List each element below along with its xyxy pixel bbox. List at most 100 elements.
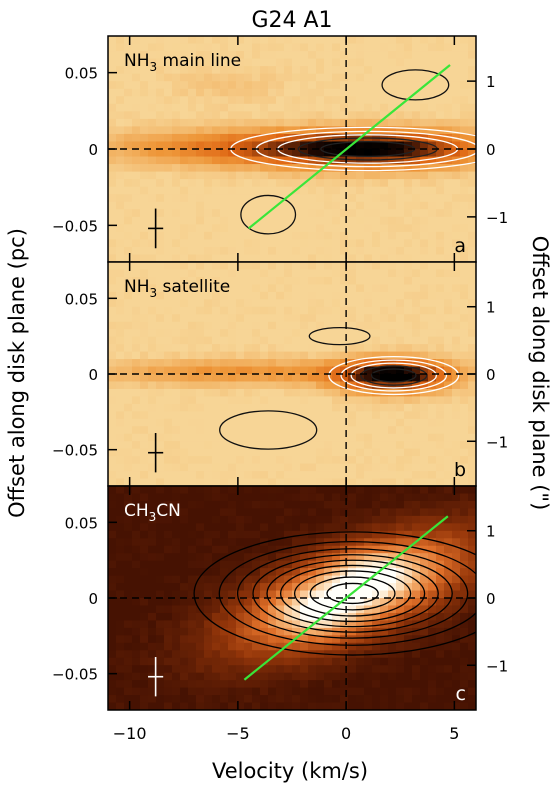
heatmap-cell (196, 276, 205, 285)
heatmap-cell (340, 96, 349, 105)
heatmap-cell (340, 58, 349, 67)
heatmap-cell (348, 530, 357, 539)
heatmap-cell (388, 672, 397, 681)
heatmap-cell (468, 620, 476, 629)
heatmap-cell (108, 118, 117, 127)
heatmap-cell (468, 344, 476, 353)
heatmap-cell (164, 186, 173, 195)
heatmap-cell (220, 680, 229, 689)
heatmap-cell (124, 344, 133, 353)
heatmap-cell (324, 284, 333, 293)
y-tick-label-pc: −0.05 (52, 666, 98, 684)
heatmap-cell (188, 396, 197, 405)
heatmap-cell (404, 126, 413, 135)
heatmap-cell (164, 179, 173, 188)
heatmap-cell (324, 448, 333, 457)
heatmap-cell (388, 545, 397, 554)
heatmap-cell (260, 216, 269, 225)
heatmap-cell (164, 133, 173, 143)
heatmap-cell (132, 538, 141, 547)
heatmap-cell (324, 702, 333, 710)
heatmap-cell (364, 321, 373, 330)
heatmap-cell (460, 81, 469, 90)
contour (370, 368, 417, 383)
heatmap-cell (268, 201, 277, 210)
heatmap-cell (300, 598, 309, 607)
heatmap-cell (276, 471, 285, 480)
heatmap-cell (460, 254, 469, 262)
heatmap-cell (404, 672, 413, 681)
heatmap-cell (196, 306, 205, 315)
heatmap-cell (156, 216, 165, 225)
heatmap-cell (460, 96, 469, 105)
heatmap-cell (236, 231, 245, 240)
heatmap-cell (268, 156, 277, 165)
heatmap-cell (156, 456, 165, 465)
heatmap-cell (180, 299, 189, 308)
heatmap-cell (444, 336, 453, 345)
heatmap-cell (332, 657, 341, 666)
heatmap-cell (212, 635, 221, 644)
heatmap-cell (372, 433, 381, 442)
heatmap-cell (116, 179, 125, 188)
heatmap-cell (452, 627, 461, 636)
heatmap-cell (436, 186, 445, 195)
heatmap-cell (404, 403, 413, 412)
heatmap-cell (260, 284, 269, 293)
heatmap-cell (284, 366, 293, 375)
heatmap-cell (292, 58, 301, 67)
heatmap-cell (188, 314, 197, 323)
heatmap-cell (380, 665, 389, 674)
heatmap-cell (172, 523, 181, 532)
heatmap-cell (300, 403, 309, 412)
heatmap-cell (460, 605, 469, 614)
heatmap-cell (436, 254, 445, 262)
heatmap-cell (156, 111, 165, 120)
heatmap-cell (348, 471, 357, 480)
heatmap-cell (140, 411, 149, 420)
heatmap-cell (172, 269, 181, 278)
heatmap-cell (204, 254, 213, 262)
heatmap-cell (268, 486, 277, 495)
heatmap-cell (308, 448, 317, 457)
heatmap-cell (396, 374, 405, 383)
heatmap-cell (260, 186, 269, 195)
heatmap-cell (292, 329, 301, 338)
heatmap-cell (196, 43, 205, 52)
heatmap-cell (388, 81, 397, 90)
heatmap-cell (412, 111, 421, 120)
heatmap-cell (124, 73, 133, 82)
heatmap-cell (332, 448, 341, 457)
heatmap-cell (412, 403, 421, 412)
heatmap-cell (108, 433, 117, 442)
heatmap-cell (268, 388, 277, 397)
heatmap-cell (148, 126, 157, 135)
heatmap-cell (348, 687, 357, 696)
heatmap-cell (348, 216, 357, 225)
heatmap-cell (204, 553, 213, 562)
heatmap-cell (284, 81, 293, 90)
heatmap-cell (348, 171, 357, 180)
heatmap-cell (108, 486, 117, 495)
heatmap-cell (300, 284, 309, 293)
heatmap-cell (404, 344, 413, 353)
heatmap-cell (364, 306, 373, 315)
heatmap-cell (420, 426, 429, 435)
heatmap-cell (316, 508, 325, 517)
y-tick-label-arcsec: 0 (486, 141, 496, 159)
heatmap-cell (132, 478, 141, 486)
heatmap-cell (204, 262, 213, 271)
heatmap-cell (172, 321, 181, 330)
heatmap-cell (300, 344, 309, 353)
heatmap-cell (372, 374, 381, 383)
heatmap-cell (388, 291, 397, 300)
heatmap-cell (228, 471, 237, 480)
heatmap-cell (148, 291, 157, 300)
heatmap-cell (140, 201, 149, 210)
heatmap-cell (428, 508, 437, 517)
heatmap-cell (364, 403, 373, 412)
heatmap-cell (180, 194, 189, 203)
heatmap-cell (252, 96, 261, 105)
heatmap-cell (140, 36, 149, 45)
heatmap-cell (380, 575, 389, 584)
